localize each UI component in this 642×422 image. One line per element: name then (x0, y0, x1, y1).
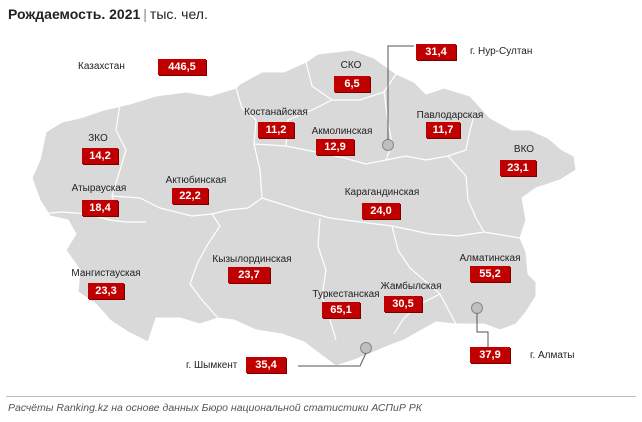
region-label-zhambyl: Жамбылская (380, 281, 442, 292)
region-value-pavlodar: 11,7 (426, 122, 460, 138)
region-value-zko: 14,2 (82, 148, 118, 164)
region-value-atyrau: 18,4 (82, 200, 118, 216)
region-label-sko: СКО (340, 60, 362, 71)
region-label-aktobe: Актюбинская (165, 175, 227, 186)
source-note: Расчёты Ranking.kz на основе данных Бюро… (8, 402, 422, 414)
region-value-almaty-obl: 55,2 (470, 266, 510, 282)
shymkent-leader (298, 352, 367, 367)
city-value-nursultan: 31,4 (416, 44, 456, 60)
title-separator: | (143, 6, 147, 22)
footer-divider (6, 396, 636, 397)
region-label-mangystau: Мангистауская (71, 268, 141, 279)
region-value-mangystau: 23,3 (88, 283, 124, 299)
region-label-vko: ВКО (513, 144, 535, 155)
shymkent-marker (360, 342, 372, 354)
country-label: Казахстан (78, 61, 125, 72)
region-borders (39, 61, 521, 341)
region-value-karaganda: 24,0 (362, 203, 400, 219)
almaty-leader (476, 313, 489, 347)
region-value-kyzylorda: 23,7 (228, 267, 270, 283)
city-label-shymkent: г. Шымкент (186, 360, 238, 371)
almaty-marker (471, 302, 483, 314)
region-value-aktobe: 22,2 (172, 188, 208, 204)
title-unit: тыс. чел. (149, 6, 208, 22)
city-label-nursultan: г. Нур-Султан (470, 46, 533, 57)
region-label-kostanay: Костанайская (244, 107, 308, 118)
region-value-kostanay: 11,2 (258, 122, 294, 138)
region-label-pavlodar: Павлодарская (416, 110, 484, 121)
chart-title: Рождаемость. 2021 | тыс. чел. (8, 6, 208, 22)
city-label-almaty: г. Алматы (530, 350, 575, 361)
region-label-turkestan: Туркестанская (312, 289, 380, 300)
region-label-zko: ЗКО (88, 133, 108, 144)
region-label-karaganda: Карагандинская (344, 187, 420, 198)
region-value-zhambyl: 30,5 (384, 296, 422, 312)
nursultan-leader (387, 45, 414, 140)
region-value-sko: 6,5 (334, 76, 370, 92)
title-main: Рождаемость. 2021 (8, 6, 141, 22)
region-label-akmola: Акмолинская (311, 126, 373, 137)
country-value: 446,5 (158, 59, 206, 75)
city-value-almaty: 37,9 (470, 347, 510, 363)
nursultan-marker (382, 139, 394, 151)
region-value-vko: 23,1 (500, 160, 536, 176)
region-label-almaty-obl: Алматинская (459, 253, 521, 264)
region-label-kyzylorda: Кызылординская (212, 254, 292, 265)
leader-lines (298, 45, 489, 367)
region-value-akmola: 12,9 (316, 139, 354, 155)
city-value-shymkent: 35,4 (246, 357, 286, 373)
region-label-atyrau: Атырауская (71, 183, 127, 194)
region-value-turkestan: 65,1 (322, 302, 360, 318)
